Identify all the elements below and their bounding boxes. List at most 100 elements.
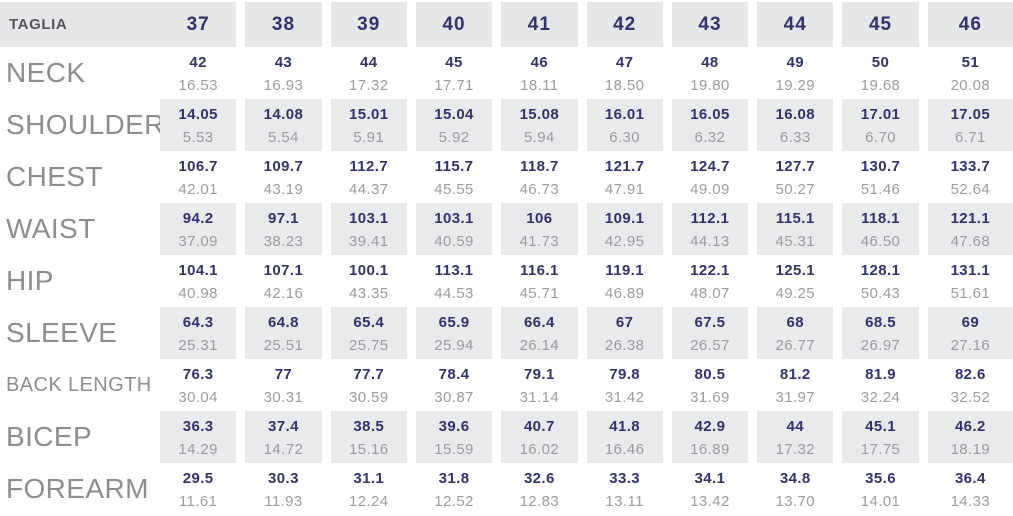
- measure-cell: 42.9 16.89: [671, 411, 758, 463]
- cm-value: 122.1: [690, 261, 730, 279]
- measure-cell: 37.4 14.72: [245, 411, 331, 463]
- inch-value: 18.11: [520, 76, 559, 94]
- cm-value: 38.5: [353, 417, 385, 435]
- measure-cell: 97.1 38.23: [245, 203, 331, 255]
- measure-cell: 49 19.29: [757, 47, 843, 99]
- cm-value: 46: [530, 53, 549, 71]
- measure-cell: 82.6 32.52: [928, 359, 1013, 411]
- measure-cell: 42 16.53: [160, 47, 246, 99]
- measure-cell: 67.5 26.57: [671, 307, 758, 359]
- measure-cell: 65.4 25.75: [330, 307, 416, 359]
- cm-value: 68: [786, 313, 804, 331]
- inch-value: 31.14: [519, 388, 560, 406]
- cm-value: 82.6: [954, 365, 986, 383]
- inch-value: 17.71: [434, 76, 474, 94]
- inch-value: 31.42: [604, 388, 645, 406]
- row-label: SHOULDER: [6, 109, 160, 140]
- inch-value: 46.50: [860, 232, 901, 250]
- cm-value: 103.1: [348, 209, 389, 227]
- measure-cell: 78.4 30.87: [416, 359, 502, 411]
- cm-value: 127.7: [775, 157, 816, 175]
- inch-value: 18.50: [604, 76, 645, 94]
- measure-cell: 16.01 6.30: [586, 99, 672, 151]
- cm-value: 34.8: [779, 469, 811, 487]
- measure-cell: 15.01 5.91: [330, 99, 416, 151]
- measure-cell: 103.1 39.41: [330, 203, 416, 255]
- measure-cell: 107.1 42.16: [245, 255, 331, 307]
- cm-value: 39.6: [438, 417, 470, 435]
- cm-value: 30.3: [268, 469, 299, 487]
- measure-cell: 125.1 49.25: [757, 255, 843, 307]
- cm-value: 42.9: [694, 417, 726, 435]
- cm-value: 15.01: [348, 105, 389, 123]
- inch-value: 14.29: [178, 440, 218, 458]
- measure-cell: 64.8 25.51: [245, 307, 331, 359]
- inch-value: 25.51: [263, 336, 304, 354]
- measure-cell: 68.5 26.97: [842, 307, 928, 359]
- header-row: TAGLIA 37 38 39 40 41 42 43 44 45 46: [0, 2, 1013, 47]
- table-row: BICEP 36.3 14.29 37.4 14.72 38.5 15.16 39.6 15.5…: [0, 411, 1013, 463]
- inch-value: 16.46: [604, 440, 645, 458]
- inch-value: 19.68: [860, 76, 901, 94]
- inch-value: 47.68: [950, 232, 991, 250]
- cm-value: 133.7: [950, 157, 991, 175]
- cm-value: 76.3: [182, 365, 214, 383]
- inch-value: 44.13: [690, 232, 730, 250]
- row-label: BACK LENGTH: [6, 373, 152, 396]
- cm-value: 16.01: [604, 105, 645, 123]
- inch-value: 26.57: [690, 336, 730, 354]
- inch-value: 14.72: [263, 440, 304, 458]
- measure-cell: 109.1 42.95: [586, 203, 672, 255]
- cm-value: 49: [786, 53, 804, 71]
- inch-value: 14.33: [950, 492, 991, 510]
- inch-value: 46.73: [519, 180, 560, 198]
- cm-value: 81.9: [865, 365, 896, 383]
- measure-cell: 30.3 11.93: [245, 463, 331, 515]
- size-column-header: 43: [671, 2, 758, 47]
- cm-value: 106.7: [178, 157, 218, 175]
- cm-value: 115.1: [775, 209, 815, 227]
- table-row: FOREARM 29.5 11.61 30.3 11.93 31.1 12.24 31.8 12…: [0, 463, 1013, 515]
- cm-value: 33.3: [609, 469, 641, 487]
- cm-value: 130.7: [860, 157, 901, 175]
- cm-value: 100.1: [348, 261, 389, 279]
- cm-value: 37.4: [268, 417, 299, 435]
- measure-cell: 47 18.50: [587, 47, 672, 99]
- inch-value: 15.16: [348, 440, 389, 458]
- measure-cell: 103.1 40.59: [415, 203, 502, 255]
- inch-value: 51.46: [860, 180, 901, 198]
- size-column-header: 46: [927, 2, 1013, 47]
- measure-cell: 119.1 46.89: [587, 255, 672, 307]
- cm-value: 46.2: [954, 417, 986, 435]
- measure-cell: 34.8 13.70: [757, 463, 843, 515]
- row-label: HIP: [6, 265, 54, 296]
- measure-cell: 51 20.08: [928, 47, 1013, 99]
- cm-value: 118.7: [519, 157, 559, 175]
- row-label: FOREARM: [6, 473, 149, 504]
- inch-value: 26.14: [519, 336, 560, 354]
- inch-value: 52.64: [950, 180, 991, 198]
- cm-value: 64.3: [182, 313, 214, 331]
- cm-value: 15.04: [434, 105, 474, 123]
- inch-value: 13.42: [690, 492, 730, 510]
- cm-value: 42: [189, 53, 207, 71]
- inch-value: 46.89: [604, 284, 645, 302]
- inch-value: 16.93: [263, 76, 304, 94]
- table-row: SHOULDER 14.05 5.53 14.08 5.54 15.01 5.91 15.04…: [0, 99, 1013, 151]
- size-column-header: 41: [501, 2, 587, 47]
- cm-value: 107.1: [263, 261, 304, 279]
- inch-value: 19.80: [690, 76, 730, 94]
- cm-value: 41.8: [609, 417, 641, 435]
- cm-value: 121.1: [950, 209, 991, 227]
- measure-cell: 35.6 14.01: [842, 463, 928, 515]
- cm-value: 115.7: [434, 157, 474, 175]
- inch-value: 25.94: [434, 336, 474, 354]
- cm-value: 67: [615, 313, 634, 331]
- inch-value: 44.37: [348, 180, 389, 198]
- inch-value: 16.53: [178, 76, 218, 94]
- measure-cell: 16.08 6.33: [757, 99, 843, 151]
- cm-value: 125.1: [775, 261, 816, 279]
- measure-cell: 128.1 50.43: [842, 255, 928, 307]
- measure-cell: 122.1 48.07: [672, 255, 758, 307]
- cm-value: 109.7: [263, 157, 304, 175]
